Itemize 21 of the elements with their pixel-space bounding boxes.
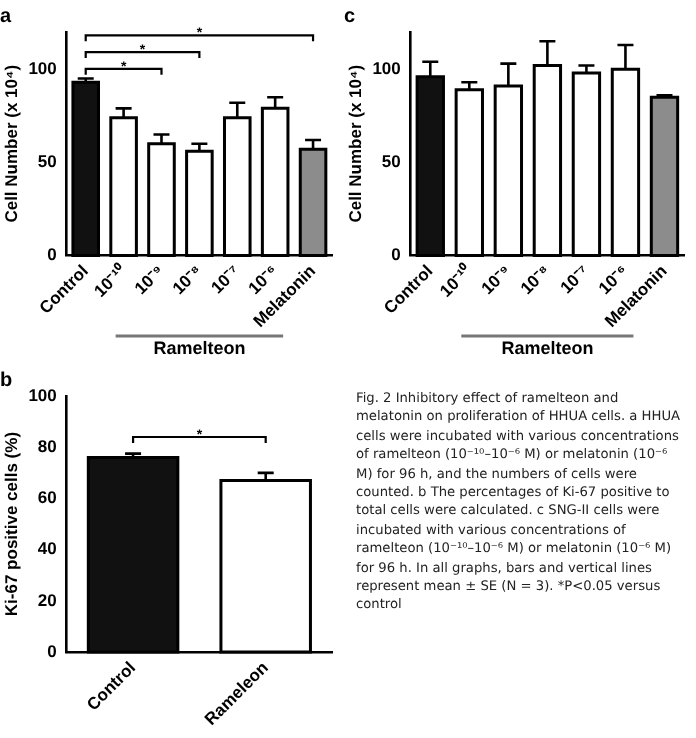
y-tick-label: 100 bbox=[28, 57, 58, 78]
x-tick-label: 10⁻⁹ bbox=[477, 260, 515, 299]
y-axis-title: Cell Number (x 10⁴) bbox=[344, 64, 365, 223]
y-tick-label: 40 bbox=[37, 538, 58, 559]
y-tick-label: 100 bbox=[372, 57, 402, 78]
y-tick-label: 0 bbox=[391, 244, 402, 265]
y-tick-label: 0 bbox=[47, 244, 58, 265]
y-axis-title: Cell Number (x 10⁴) bbox=[0, 64, 21, 223]
chart-title: b bbox=[0, 369, 13, 392]
text: Ramelteon bbox=[153, 337, 246, 358]
y-tick-label: 100 bbox=[28, 384, 58, 405]
y-tick-label: 20 bbox=[37, 589, 58, 610]
chart-title: c bbox=[344, 5, 356, 28]
y-tick-label: 0 bbox=[47, 640, 58, 661]
y-tick-label: 80 bbox=[37, 435, 58, 456]
chart-title: a bbox=[0, 5, 12, 28]
y-axis-title: Ki-67 positive cells (%) bbox=[0, 431, 21, 617]
y-tick-label: 50 bbox=[37, 151, 58, 172]
y-tick-label: 60 bbox=[37, 487, 58, 508]
text: Ramelteon bbox=[501, 337, 594, 358]
y-tick-label: 50 bbox=[381, 151, 402, 172]
